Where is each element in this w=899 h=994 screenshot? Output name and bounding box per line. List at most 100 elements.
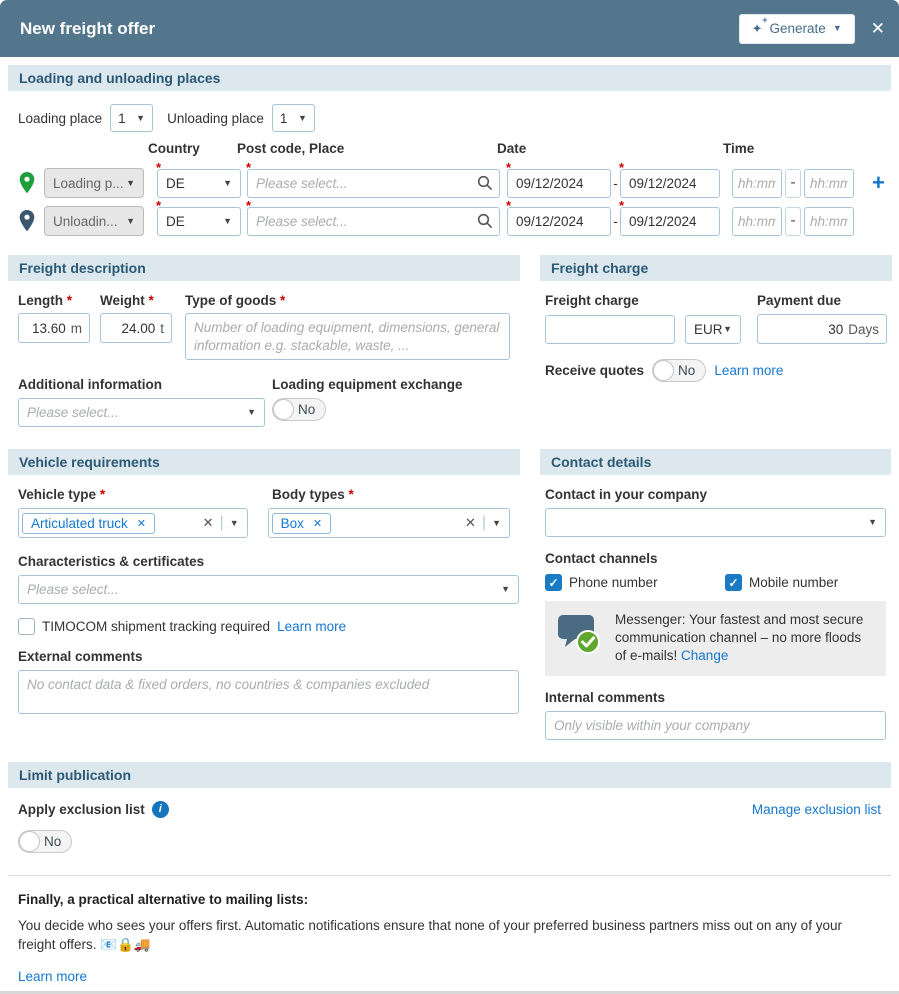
characteristics-label: Characteristics & certificates — [18, 554, 205, 569]
chevron-down-icon: ▼ — [126, 177, 135, 188]
receive-quotes-learn-more-link[interactable]: Learn more — [714, 363, 784, 378]
loading-place-label: Loading place — [18, 110, 103, 126]
time-from-input[interactable] — [732, 168, 782, 198]
chevron-down-icon: ▼ — [297, 112, 307, 123]
search-icon[interactable] — [477, 213, 493, 229]
freight-description-title: Freight description — [8, 255, 520, 281]
vehicle-type-chip: Articulated truck ✕ — [22, 512, 156, 534]
chevron-down-icon: ▼ — [223, 177, 232, 188]
time-column-label: Time — [723, 141, 755, 156]
chevron-down-icon: ▼ — [136, 112, 146, 123]
required-asterisk: * — [246, 159, 252, 175]
place-type-select[interactable]: Unloadin... ▼ — [44, 206, 144, 236]
search-icon[interactable] — [477, 175, 493, 191]
place-type-select[interactable]: Loading p... ▼ — [44, 168, 144, 198]
type-of-goods-input[interactable]: Number of loading equipment, dimensions,… — [185, 313, 510, 360]
shipment-tracking-checkbox[interactable] — [18, 618, 35, 635]
sparkle-icon: ✦ + — [751, 14, 768, 36]
chevron-down-icon: ▼ — [247, 407, 256, 417]
required-asterisk: * — [506, 197, 512, 213]
required-asterisk: * — [506, 159, 512, 175]
date-from-input[interactable] — [507, 168, 611, 198]
receive-quotes-label: Receive quotes — [545, 363, 645, 378]
freight-charge-input[interactable] — [545, 314, 675, 344]
country-select[interactable]: DE ▼ — [157, 206, 241, 236]
loading-equipment-exchange-label: Loading equipment exchange — [272, 377, 463, 392]
contact-company-select[interactable]: ▼ — [545, 508, 886, 537]
dialog-titlebar: New freight offer ✦ + Generate ▼ ✕ — [0, 0, 899, 57]
add-place-row-icon[interactable]: + — [872, 170, 885, 195]
freight-charge-section: Freight charge Freight charge Payment du… — [540, 255, 892, 427]
additional-information-select[interactable]: Please select... ▼ — [18, 398, 265, 427]
date-range-dash: - — [613, 175, 618, 191]
tracking-learn-more-link[interactable]: Learn more — [277, 619, 347, 634]
date-from-input[interactable] — [507, 206, 611, 236]
chevron-down-icon: ▼ — [723, 323, 732, 334]
required-asterisk: * — [246, 197, 252, 213]
chevron-down-icon[interactable]: ▼ — [229, 517, 239, 528]
vehicle-requirements-section: Vehicle requirements Vehicle type * Body… — [8, 449, 520, 740]
body-type-chip: Box ✕ — [271, 512, 332, 534]
chevron-down-icon: ▼ — [832, 23, 842, 33]
remove-chip-icon[interactable]: ✕ — [136, 517, 147, 530]
info-icon[interactable]: i — [151, 800, 169, 818]
mobile-number-label: Mobile number — [749, 575, 839, 590]
postcode-column-label: Post code, Place — [237, 141, 345, 156]
freight-charge-label: Freight charge — [545, 293, 639, 308]
date-to-input[interactable] — [620, 206, 720, 236]
internal-comments-input[interactable] — [545, 710, 886, 740]
finally-text: You decide who sees your offers first. A… — [18, 917, 842, 952]
messenger-change-link[interactable]: Change — [681, 648, 729, 664]
characteristics-select[interactable]: Please select... ▼ — [18, 575, 519, 604]
time-from-input[interactable] — [732, 206, 782, 236]
date-to-input[interactable] — [620, 168, 720, 198]
messenger-icon — [558, 615, 600, 654]
limit-publication-title: Limit publication — [8, 761, 891, 788]
messenger-info-box: Messenger: Your fastest and most secure … — [545, 601, 886, 676]
loading-place-count-select[interactable]: 1 ▼ — [110, 104, 154, 132]
close-icon[interactable]: ✕ — [870, 18, 885, 38]
manage-exclusion-list-link[interactable]: Manage exclusion list — [751, 801, 881, 817]
vehicle-requirements-title: Vehicle requirements — [8, 449, 520, 475]
unloading-place-row: Unloadin...▼ * DE▼ * * - * — [18, 198, 881, 236]
dialog-title: New freight offer — [20, 18, 156, 38]
currency-select[interactable]: EUR ▼ — [685, 314, 741, 344]
time-to-input[interactable] — [804, 206, 854, 236]
places-section: Loading and unloading places Loading pla… — [0, 65, 899, 236]
length-input[interactable]: 13.60 m — [18, 313, 90, 343]
finally-learn-more-link[interactable]: Learn more — [18, 969, 88, 985]
limit-publication-section: Limit publication Apply exclusion list i… — [0, 761, 899, 857]
payment-due-input[interactable]: 30 Days — [757, 314, 887, 344]
external-comments-input[interactable]: No contact data & fixed orders, no count… — [18, 670, 519, 714]
remove-chip-icon[interactable]: ✕ — [312, 517, 323, 530]
exclusion-list-toggle[interactable]: No — [18, 829, 73, 853]
weight-label: Weight * — [100, 293, 154, 308]
generate-label: Generate — [769, 21, 826, 36]
freight-charge-title: Freight charge — [540, 255, 892, 281]
vehicle-type-multiselect[interactable]: Articulated truck ✕ ✕ | ▼ — [18, 508, 248, 538]
phone-number-checkbox[interactable]: ✓ — [545, 574, 562, 591]
mobile-number-checkbox[interactable]: ✓ — [725, 574, 742, 591]
country-select[interactable]: DE ▼ — [157, 168, 241, 198]
required-asterisk: * — [619, 159, 625, 175]
body-types-multiselect[interactable]: Box ✕ ✕ | ▼ — [267, 508, 510, 538]
unloading-place-label: Unloading place — [167, 110, 264, 126]
postcode-place-input[interactable] — [247, 206, 500, 236]
freight-description-section: Freight description Length * Weight * Ty… — [8, 255, 520, 427]
clear-selection-icon[interactable]: ✕ — [202, 515, 214, 530]
vehicle-type-label: Vehicle type * — [18, 487, 106, 502]
additional-information-label: Additional information — [18, 377, 162, 392]
generate-button[interactable]: ✦ + Generate ▼ — [738, 13, 855, 44]
loading-equipment-exchange-toggle[interactable]: No — [272, 398, 327, 421]
time-to-input[interactable] — [804, 168, 854, 198]
receive-quotes-toggle[interactable]: No — [652, 359, 707, 382]
unloading-place-count-select[interactable]: 1 ▼ — [271, 104, 315, 132]
clear-selection-icon[interactable]: ✕ — [465, 515, 476, 530]
shipment-tracking-label: TIMOCOM shipment tracking required — [42, 619, 271, 634]
weight-input[interactable]: 24.00 t — [100, 313, 172, 343]
loading-pin-icon — [19, 172, 35, 194]
chevron-down-icon: ▼ — [501, 584, 510, 594]
required-asterisk: * — [156, 159, 162, 175]
postcode-place-input[interactable] — [247, 168, 500, 198]
chevron-down-icon[interactable]: ▼ — [492, 517, 501, 528]
